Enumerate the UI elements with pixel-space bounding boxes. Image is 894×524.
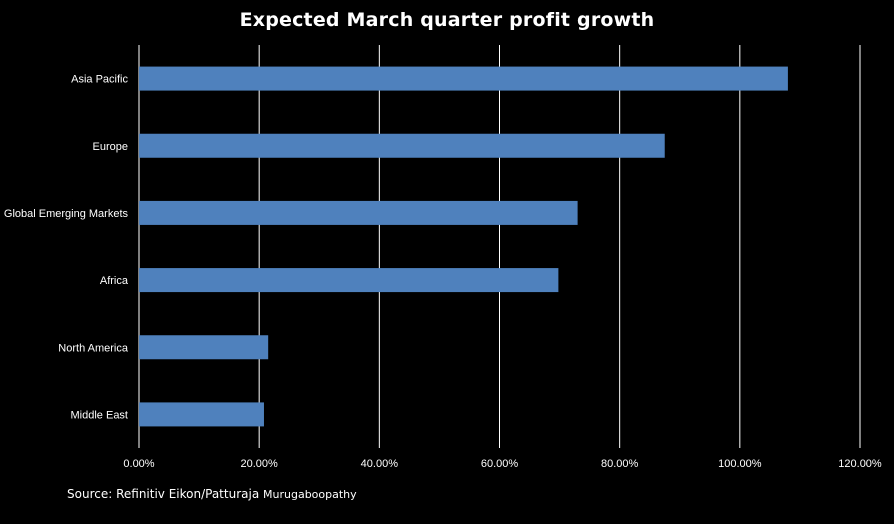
x-tick-label: 120.00% [838,458,882,470]
source-prefix: Source: Refinitiv Eikon/Patturaja [67,487,260,501]
bar-europe[interactable] [139,133,665,158]
y-category-label: Asia Pacific [71,74,128,86]
bar-middle-east[interactable] [139,402,264,427]
bar-north-america[interactable] [139,335,269,360]
x-tick-label: 80.00% [601,458,639,470]
bar-global-emerging-markets[interactable] [139,200,578,225]
y-category-label: Middle East [71,409,128,421]
bar-africa[interactable] [139,268,559,293]
x-tick-label: 40.00% [361,458,399,470]
x-tick-label: 100.00% [718,458,762,470]
x-tick-label: 60.00% [481,458,519,470]
source-author-name: Murugaboopathy [263,488,357,501]
y-category-label: North America [58,342,129,354]
bar-asia-pacific[interactable] [139,66,788,91]
y-category-label: Global Emerging Markets [4,208,129,220]
x-tick-label: 0.00% [123,458,154,470]
chart-title: Expected March quarter profit growth [239,9,655,31]
x-tick-label: 20.00% [241,458,279,470]
y-category-label: Africa [100,275,129,287]
y-category-label: Europe [93,141,128,153]
source-note: Source: Refinitiv Eikon/Patturaja Muruga… [67,487,357,501]
